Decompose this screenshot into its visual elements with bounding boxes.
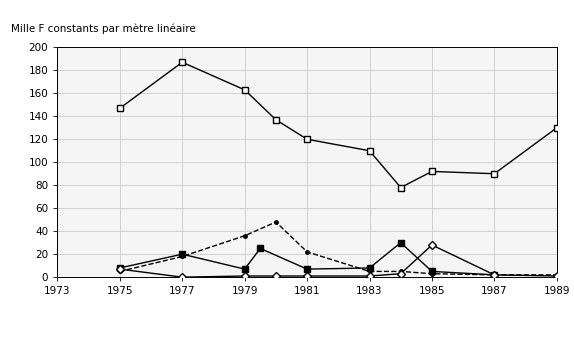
Text: Mille F constants par mètre linéaire: Mille F constants par mètre linéaire [11, 23, 196, 34]
